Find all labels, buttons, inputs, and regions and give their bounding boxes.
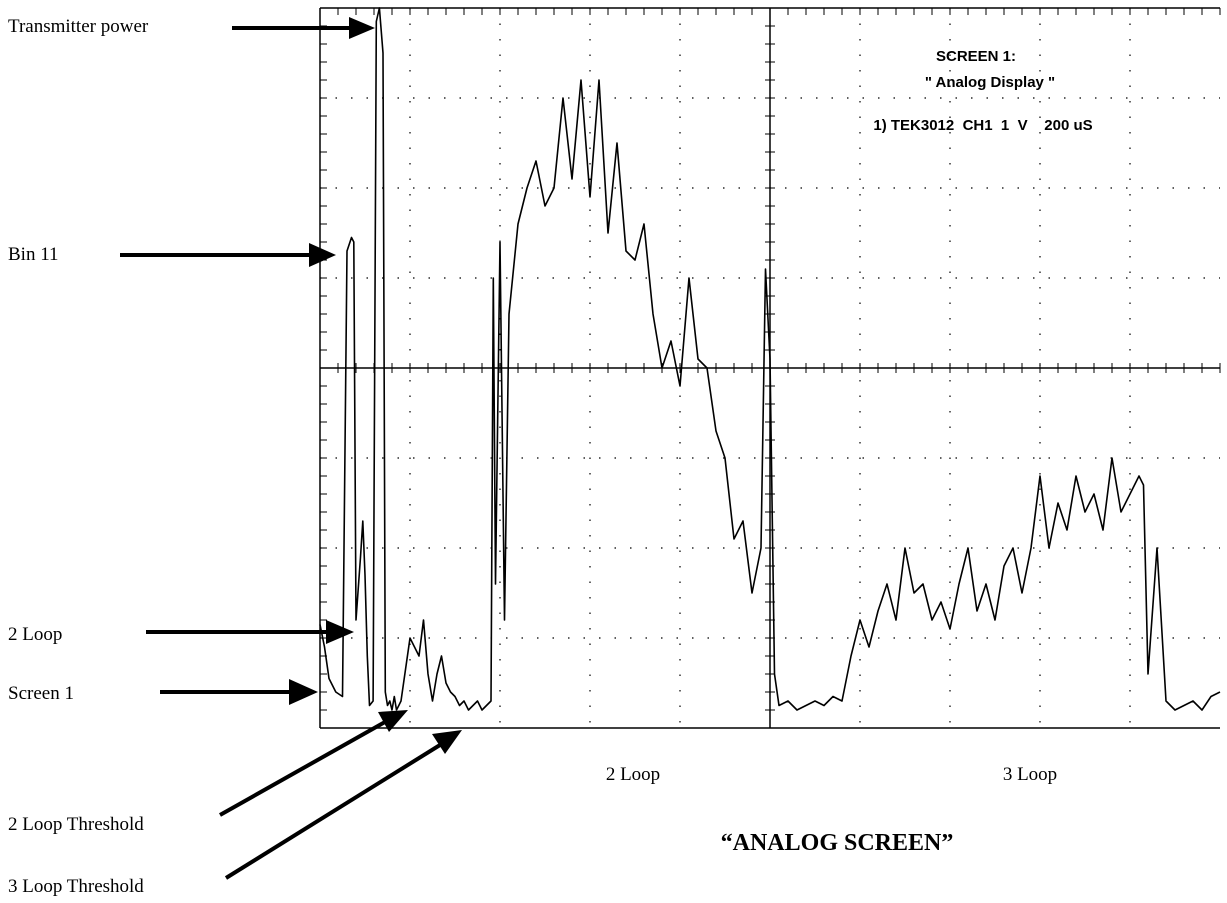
scope-header-line1: SCREEN 1:: [936, 48, 1016, 65]
label-2-loop-left: 2 Loop: [8, 624, 62, 645]
waveform-trace: [319, 7, 1221, 711]
arrow-2-loop-threshold: [219, 710, 408, 817]
arrow-transmitter-power: [232, 17, 375, 39]
label-bin-11: Bin 11: [8, 244, 59, 265]
figure-caption: “ANALOG SCREEN”: [721, 830, 954, 856]
arrow-bin-11: [120, 243, 336, 267]
scope-header-line2: " Analog Display ": [925, 74, 1055, 91]
label-screen-1: Screen 1: [8, 683, 74, 704]
label-2-loop-bottom: 2 Loop: [606, 764, 660, 785]
arrow-2-loop: [146, 620, 354, 644]
arrow-screen-1: [160, 679, 318, 705]
label-3-loop-bottom: 3 Loop: [1003, 764, 1057, 785]
label-3-loop-threshold: 3 Loop Threshold: [8, 876, 144, 897]
arrow-3-loop-threshold: [224, 730, 462, 880]
annotation-arrows: [120, 17, 462, 880]
label-transmitter-power: Transmitter power: [8, 16, 149, 37]
label-2-loop-threshold: 2 Loop Threshold: [8, 814, 144, 835]
scope-header-line3: 1) TEK3012 CH1 1 V 200 uS: [873, 117, 1092, 134]
